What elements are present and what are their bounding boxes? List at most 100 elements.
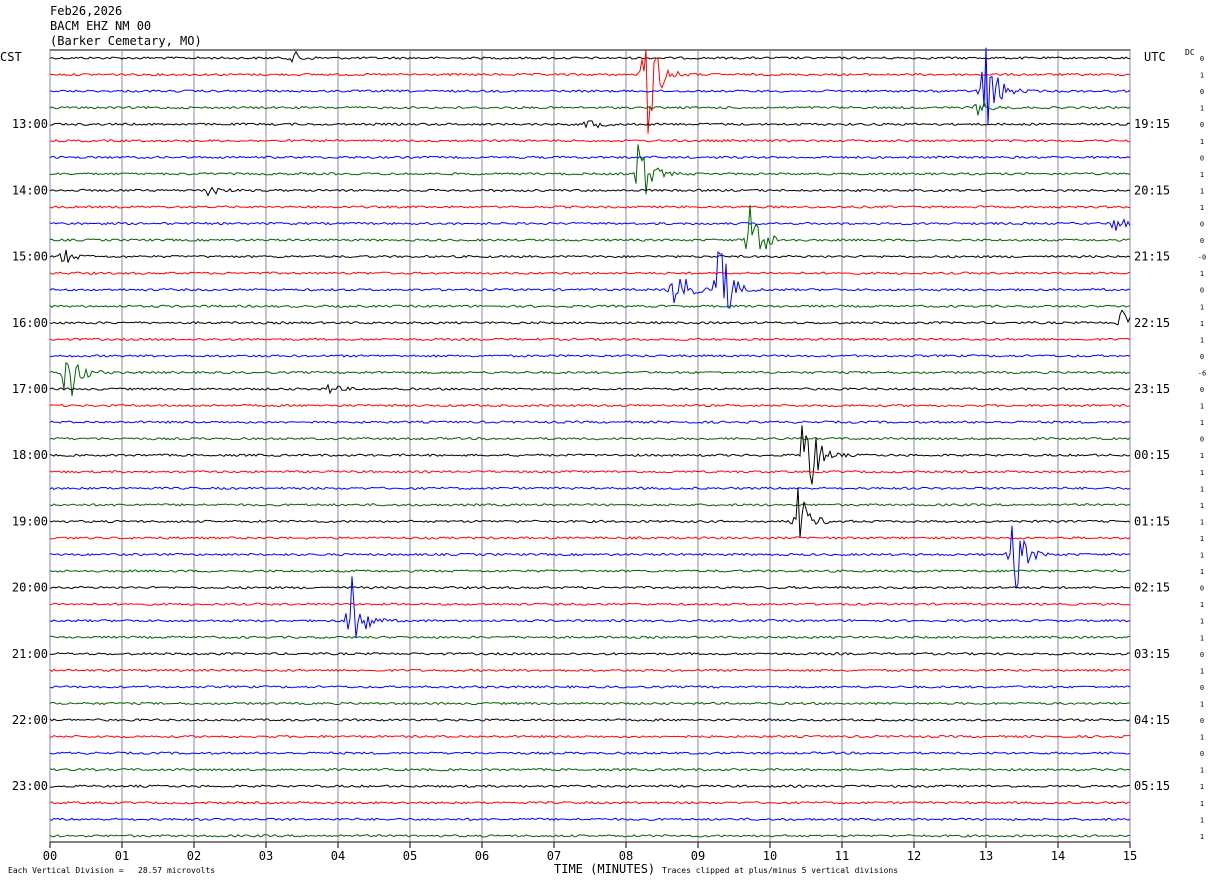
right-axis-title: UTC [1144,50,1166,64]
dc-offset-label: 1 [1200,552,1204,560]
dc-offset-label: 0 [1200,121,1204,129]
left-hour-label: 22:00 [12,713,48,727]
trace-line [49,361,1131,396]
left-axis-title: CST [0,50,22,64]
clip-note: Traces clipped at plus/minus 5 vertical … [662,866,899,875]
x-tick-label: 14 [1051,849,1065,863]
dc-offset-label: 0 [1200,717,1204,725]
trace-line [49,50,1131,63]
dc-offset-label: 1 [1200,419,1204,427]
dc-offset-label: 1 [1200,767,1204,775]
left-hour-label: 20:00 [12,581,48,595]
left-hour-label: 18:00 [12,448,48,462]
trace-line [49,250,1131,309]
x-tick-label: 04 [331,849,345,863]
trace-line [49,685,1131,689]
trace-line [49,536,1131,540]
left-hour-label: 17:00 [12,382,48,396]
station-location: (Barker Cemetary, MO) [50,34,202,48]
trace-line [49,817,1131,822]
left-hour-label: 16:00 [12,316,48,330]
trace-line [49,120,1131,129]
trace-line [49,585,1131,590]
left-hour-label: 19:00 [12,514,48,528]
trace-line [49,576,1131,638]
dc-offset-label: 1 [1200,833,1204,841]
dc-offset-label: 1 [1200,700,1204,708]
x-tick-label: 06 [475,849,489,863]
dc-offset-label: 1 [1200,72,1204,80]
dc-offset-label: 0 [1200,750,1204,758]
right-hour-label: 04:15 [1134,713,1170,727]
plot-frame [49,49,1131,843]
dc-offset-label: 1 [1200,105,1204,113]
dc-offset-label: 1 [1200,270,1204,278]
trace-line [49,436,1131,441]
dc-offset-label: 0 [1200,436,1204,444]
right-hour-label: 20:15 [1134,183,1170,197]
trace-line [49,734,1130,739]
x-tick-label: 08 [619,849,633,863]
dc-offset-label: 1 [1200,485,1204,493]
right-hour-label: 03:15 [1134,647,1170,661]
dc-offset-label: 1 [1200,783,1204,791]
x-tick-label: 13 [979,849,993,863]
right-hour-label: 22:15 [1134,316,1170,330]
right-hour-label: 21:15 [1134,250,1170,264]
trace-line [49,718,1131,722]
trace-line [49,503,1131,507]
x-tick-label: 11 [835,849,849,863]
dc-offset-label: 0 [1200,221,1204,229]
dc-offset-label: 1 [1200,800,1204,808]
trace-line [49,487,1131,538]
trace-line [49,309,1131,326]
dc-offset-label: -0 [1198,254,1206,262]
x-tick-label: 09 [691,849,705,863]
trace-line [49,668,1131,673]
x-tick-label: 03 [259,849,273,863]
trace-line [49,205,1130,209]
dc-offset-label: 1 [1200,452,1204,460]
dc-offset-label: 0 [1200,651,1204,659]
x-tick-label: 07 [547,849,561,863]
trace-line [49,186,1131,197]
x-tick-label: 02 [187,849,201,863]
right-hour-label: 23:15 [1134,382,1170,396]
dc-offset-label: 1 [1200,568,1204,576]
dc-offset-label: 0 [1200,237,1204,245]
dc-offset-label: 0 [1200,585,1204,593]
dc-offset-label: 1 [1200,502,1204,510]
dc-offset-label: 0 [1200,684,1204,692]
dc-offset-label: 1 [1200,336,1204,344]
right-hour-label: 05:15 [1134,779,1170,793]
x-tick-label: 01 [115,849,129,863]
right-hour-label: 02:15 [1134,581,1170,595]
minute-grid [49,49,1131,848]
dc-title: DC [1185,48,1195,57]
trace-line [49,144,1131,195]
right-hour-label: 19:15 [1134,117,1170,131]
dc-offset-label: 1 [1200,667,1204,675]
right-hour-label: 01:15 [1134,514,1170,528]
trace-line [49,218,1131,231]
vertical-division-note: Each Vertical Division = 28.57 microvolt… [8,866,216,875]
trace-line [49,486,1131,491]
trace-line [49,651,1131,656]
x-axis-title: TIME (MINUTES) [554,862,656,876]
trace-line [49,271,1131,275]
trace-line [49,801,1131,805]
trace-line [49,425,1131,485]
x-tick-label: 00 [43,849,57,863]
axis-labels: 00 01 02 03 04 05 06 07 08 09 10 11 12 13 14 1501010101… [12,55,1206,863]
dc-offset-label: -6 [1198,369,1206,377]
dc-offset-label: 1 [1200,816,1204,824]
trace-line [49,569,1131,573]
x-tick-label: 10 [763,849,777,863]
trace-line [49,249,1131,263]
dc-offset-label: 1 [1200,469,1204,477]
left-hour-label: 14:00 [12,183,48,197]
trace-line [49,139,1131,143]
dc-offset-label: 1 [1200,171,1204,179]
dc-offset-label: 0 [1200,386,1204,394]
chart-date: Feb26,2026 [50,4,123,18]
